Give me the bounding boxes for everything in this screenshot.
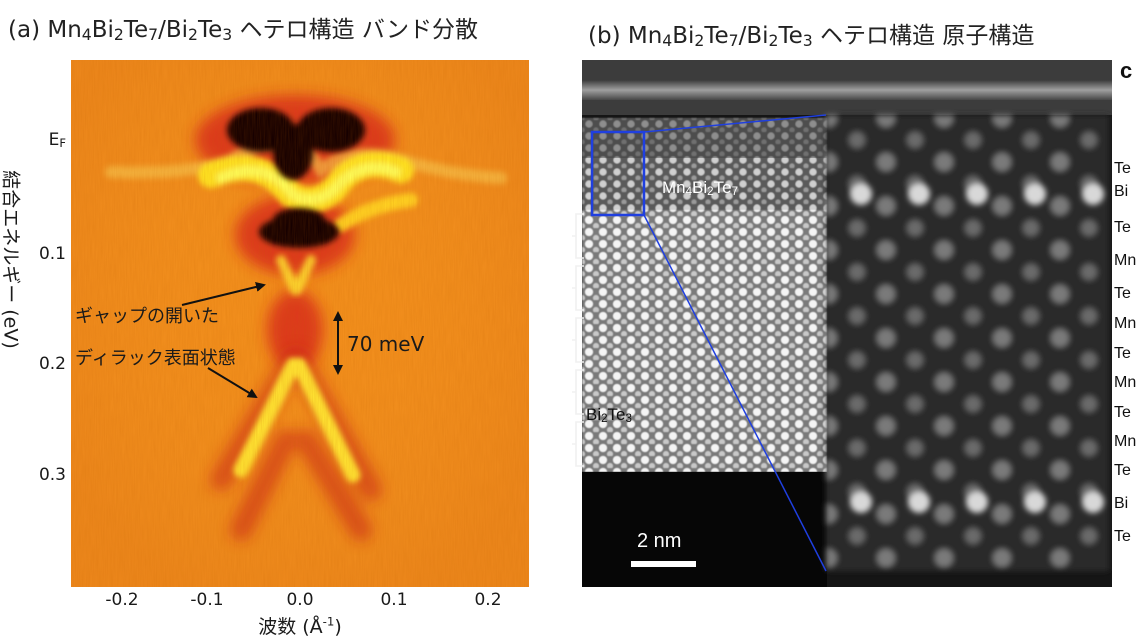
x-tick-neg0.1: -0.1 bbox=[190, 590, 224, 610]
gap-label: 70 meV bbox=[347, 332, 425, 356]
x-axis-label: 波数 (Å-1) bbox=[258, 614, 342, 638]
corner-letter: c bbox=[1120, 58, 1133, 83]
layer-label: Mn bbox=[1114, 252, 1137, 269]
layer-label: Te bbox=[1114, 219, 1131, 236]
x-tick-0.0: 0.0 bbox=[286, 590, 314, 610]
layer-label: Te bbox=[1114, 404, 1131, 421]
x-tick-neg0.2: -0.2 bbox=[105, 590, 139, 610]
connector-top bbox=[643, 114, 827, 133]
layer-label: Te bbox=[1114, 285, 1131, 302]
annotation-line-1: ギャップの開いた bbox=[75, 306, 219, 327]
zoom-bi-highlight bbox=[850, 183, 1104, 513]
y-tick-0.3: 0.3 bbox=[38, 465, 66, 485]
substrate bbox=[582, 472, 827, 587]
scale-bar-label: 2 nm bbox=[637, 530, 682, 552]
scale-bar bbox=[631, 561, 696, 567]
layer-label: Mn bbox=[1114, 374, 1137, 391]
arrow-lower bbox=[207, 367, 258, 399]
arpes-band-map bbox=[71, 60, 529, 587]
connector-bottom bbox=[643, 214, 827, 572]
layer-label: Mn bbox=[1114, 315, 1137, 332]
y-tick-0.2: 0.2 bbox=[38, 354, 66, 374]
panel-a-title: (a) Mn4Bi2Te7/Bi2Te3 ヘテロ構造 バンド分散 bbox=[8, 17, 479, 44]
y-tick-0.1: 0.1 bbox=[38, 244, 66, 264]
mnbt-label: Mn4Bi2Te7 bbox=[662, 178, 738, 199]
x-tick-0.1: 0.1 bbox=[380, 590, 408, 610]
layer-label: Bi bbox=[1114, 183, 1129, 200]
selection-box bbox=[590, 130, 646, 217]
bt-lattice bbox=[582, 210, 827, 472]
layer-label: Mn bbox=[1114, 433, 1137, 450]
panel-b-title: (b) Mn4Bi2Te7/Bi2Te3 ヘテロ構造 原子構造 bbox=[588, 23, 1035, 50]
y-tick-ef: EF bbox=[48, 130, 66, 151]
annotation-arrows bbox=[181, 282, 343, 399]
stem-image bbox=[582, 60, 1112, 587]
layer-label: Te bbox=[1114, 160, 1131, 177]
arrow-upper bbox=[181, 282, 266, 306]
layer-label: Te bbox=[1114, 528, 1131, 545]
bt-label: Bi2Te3 bbox=[586, 405, 632, 426]
layer-label: Te bbox=[1114, 462, 1131, 479]
x-tick-0.2: 0.2 bbox=[474, 590, 502, 610]
layer-brackets bbox=[572, 213, 584, 467]
layer-label: Te bbox=[1114, 345, 1131, 362]
annotation-line-2: ディラック表面状態 bbox=[75, 348, 236, 369]
layer-label: Bi bbox=[1114, 495, 1129, 512]
